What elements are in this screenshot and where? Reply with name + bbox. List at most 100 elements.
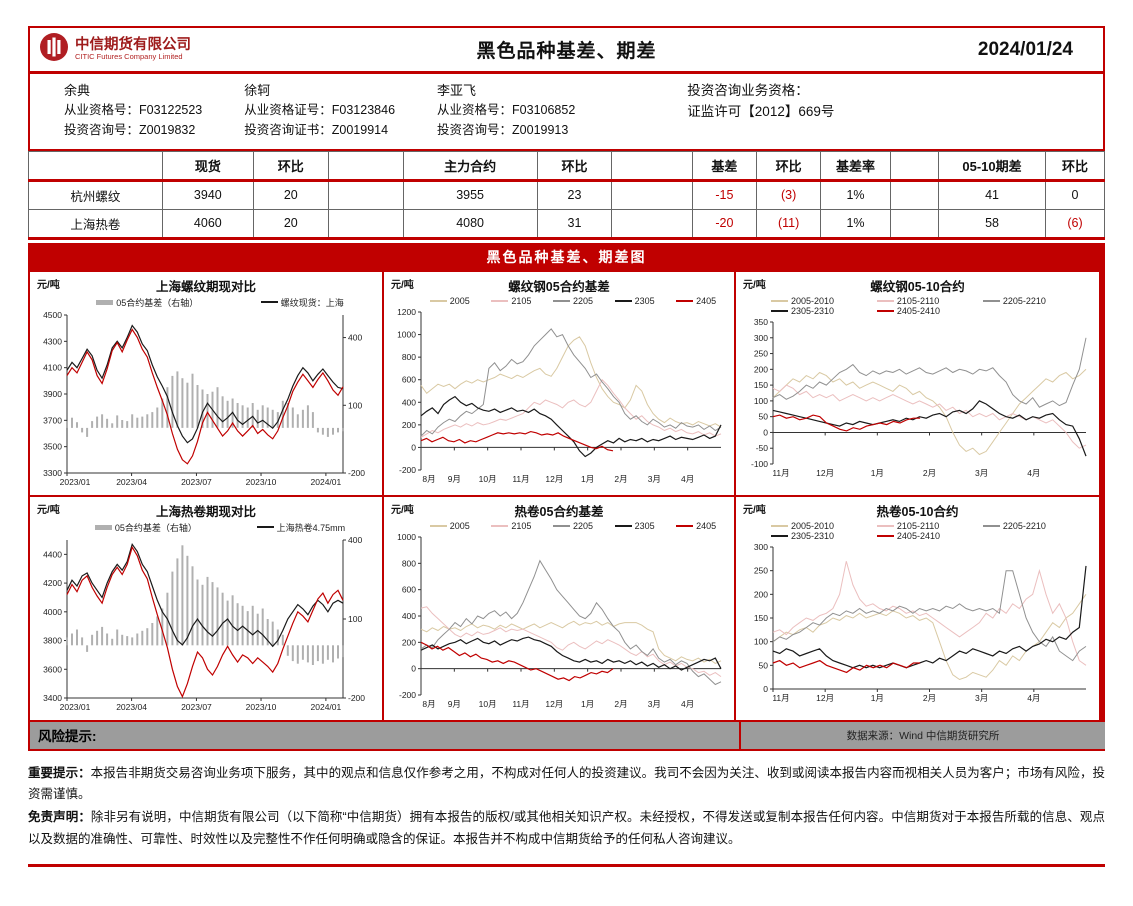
legend-item: 2005-2010 [771,296,877,306]
svg-text:4200: 4200 [43,578,62,588]
svg-text:12月: 12月 [816,693,834,703]
legend-label: 2005-2010 [791,520,835,531]
table-header: 环比 [252,150,329,182]
svg-text:200: 200 [402,420,416,430]
legend-label: 2405 [696,520,717,531]
svg-text:1200: 1200 [397,307,416,317]
svg-text:2024/01: 2024/01 [311,477,342,487]
svg-text:100: 100 [348,400,362,410]
legend-swatch [876,309,894,312]
table-cell: 41 [937,179,1047,210]
svg-text:100: 100 [754,637,768,647]
legend-item: 2405 [676,521,716,531]
series-2105 [420,606,722,677]
svg-text:4500: 4500 [43,310,62,320]
svg-text:9月: 9月 [448,474,461,484]
svg-text:2月: 2月 [614,699,627,709]
svg-text:3500: 3500 [43,442,62,452]
table-cell [611,208,693,240]
disclaimer-text: 除非另有说明，中信期货有限公司（以下简称“中信期货）拥有本报告的版权/或其他相关… [28,810,1105,846]
legend-item: 2305-2310 [771,306,877,316]
table-header [611,150,693,182]
series-2205 [420,559,722,685]
svg-text:10月: 10月 [479,699,497,709]
svg-text:10月: 10月 [479,474,497,484]
svg-text:350: 350 [754,317,768,327]
svg-text:-200: -200 [399,465,416,475]
svg-text:2024/01: 2024/01 [311,702,342,712]
legend-swatch [94,524,112,530]
chart-legend: 05合约基差（右轴） 螺纹现货：上海 [31,295,381,309]
legend-item: 05合约基差（右轴） [96,296,198,309]
legend-item: 05合约基差（右轴） [94,521,197,534]
chart-unit-label: 元/吨 [743,504,766,516]
analyst-name: 余典 [64,83,91,98]
svg-text:400: 400 [402,611,416,621]
qualification-line: 证监许可【2012】669号 [687,103,835,119]
svg-text:3月: 3月 [975,468,988,478]
chart-legend: 2005-2010 2105-2110 2205-2210 2305-2310 2405… [737,295,1098,316]
series-2405 [420,641,614,682]
svg-text:3月: 3月 [648,699,661,709]
svg-text:12月: 12月 [816,468,834,478]
analyst-cert-line: 投资咨询证书：Z0019914 [244,122,389,137]
chart-legend: 2005 2105 2205 2305 2405 [385,295,733,306]
svg-text:3700: 3700 [43,415,62,425]
svg-text:11月: 11月 [772,693,789,703]
chart-legend: 2005 2105 2205 2305 2405 [385,520,733,531]
table-header [28,150,163,182]
chart-plot: -200 0 200 400 600 800 1000 8月 9月 10月 11月 12月 1月 2月 3月… [397,532,722,709]
svg-text:1月: 1月 [871,468,884,478]
company-logo: 中信期货有限公司 CITIC Futures Company Limited [38,31,293,68]
series-2305-2310 [772,565,1087,669]
svg-text:4400: 4400 [43,549,62,559]
legend-swatch [982,524,1000,527]
legend-swatch [876,299,894,302]
legend-item: 2405 [676,296,716,306]
analyst-cert-line: 从业资格号：F03122523 [64,103,203,118]
chart-title: 热卷05-10合约 [876,504,959,519]
svg-text:800: 800 [402,352,416,362]
svg-text:2023/10: 2023/10 [246,702,277,712]
legend-swatch [429,524,447,527]
legend-item: 2305 [614,295,655,306]
table-cell: (11) [755,208,822,240]
table-cell: (6) [1045,208,1105,240]
legend-label: 2205-2210 [1002,295,1046,306]
table-cell: 20 [252,179,329,210]
table-cell: 1% [820,208,891,240]
legend-label: 2105-2110 [896,520,940,531]
company-name: 中信期货有限公司 [75,36,191,53]
analyst-cert-line: 从业资格证号：F03123846 [244,103,396,118]
table-header [889,150,939,182]
svg-text:600: 600 [402,585,416,595]
legend-label: 2305 [634,295,655,306]
svg-text:2023/01: 2023/01 [60,477,91,487]
chart-cell-rebar-spot-vs-futures: 元/吨 上海螺纹期现对比 05合约基差（右轴） 螺纹现货：上海 3300 3500 3… [30,271,382,495]
svg-text:2023/07: 2023/07 [181,477,212,487]
chart-unit-label: 元/吨 [743,279,766,291]
chart-cell-hrc-05-basis: 元/吨 热卷05合约基差 2005 2105 2205 2305 2405 -200 0 2… [384,496,734,720]
table-cell: 杭州螺纹 [28,179,163,210]
svg-text:0: 0 [411,442,416,452]
legend-label: 05合约基差（右轴） [116,297,199,308]
series-2305 [420,636,722,671]
chart-title: 上海热卷期现对比 [155,504,256,519]
series-2405-2410 [772,659,921,673]
legend-swatch [982,299,1000,302]
series-螺纹现货：上海 [66,324,344,444]
legend-item: 2405-2410 [876,531,983,541]
risk-bar-left: 风险提示: [30,721,739,749]
legend-label: 2405 [696,295,717,306]
legend-item: 2005-2010 [771,521,877,531]
legend-swatch [552,524,570,527]
legend-item: 2305-2310 [771,531,877,541]
svg-text:4300: 4300 [43,336,62,346]
section-banner: 黑色品种基差、期差图 [28,242,1105,272]
svg-text:0: 0 [411,664,416,674]
notice-paragraph: 重要提示：本报告非期货交易咨询业务项下服务，其中的观点和信息仅作参考之用，不构成… [28,763,1105,806]
svg-text:1月: 1月 [581,699,594,709]
chart-title: 螺纹钢05合约基差 [508,279,610,294]
qualification-line: 投资咨询业务资格： [687,83,809,98]
svg-text:4100: 4100 [43,363,62,373]
